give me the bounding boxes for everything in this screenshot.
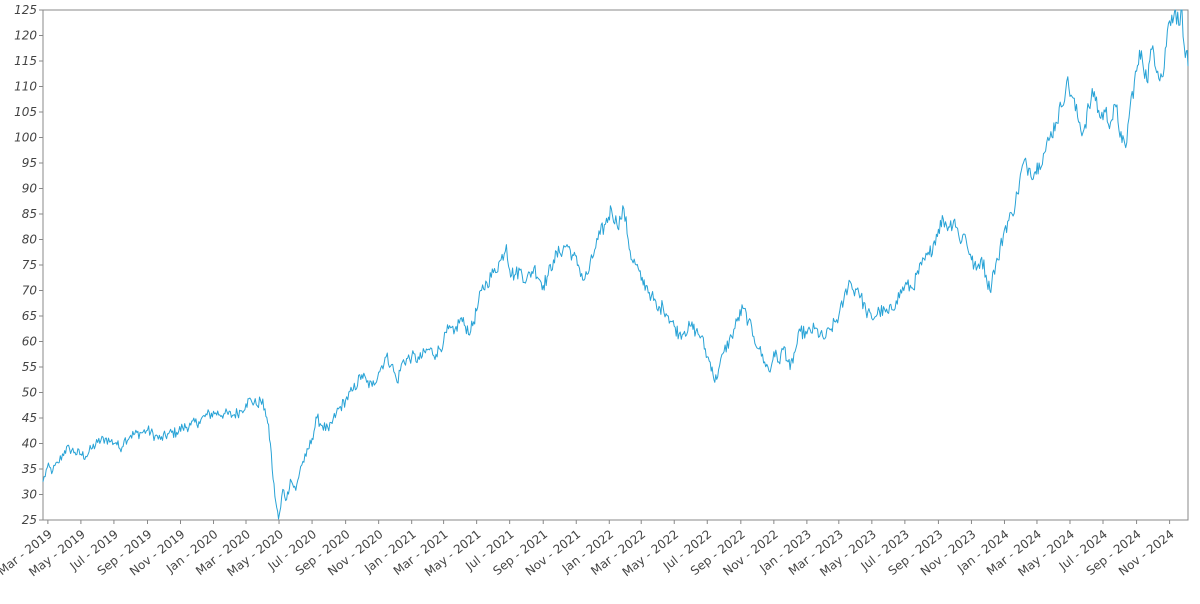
y-tick-label: 65 — [22, 309, 37, 323]
y-tick-label: 35 — [22, 462, 37, 476]
y-tick-label: 50 — [22, 386, 38, 400]
y-axis: 25 30 35 40 45 50 55 60 65 70 75 80 85 90 95 100 105 110 1… — [14, 3, 43, 527]
y-tick-label: 120 — [14, 29, 37, 43]
y-tick-label: 105 — [14, 105, 37, 119]
y-tick-label: 30 — [22, 488, 38, 502]
y-tick-label: 110 — [14, 80, 37, 94]
y-tick-label: 85 — [22, 207, 37, 221]
plot-area-frame — [42, 9, 1189, 521]
y-tick-label: 100 — [14, 131, 37, 145]
y-tick-label: 70 — [22, 284, 38, 298]
y-tick-label: 55 — [22, 360, 37, 374]
y-tick-label: 25 — [22, 513, 37, 527]
y-tick-label: 115 — [14, 54, 37, 68]
y-tick-label: 40 — [22, 437, 38, 451]
y-tick-label: 75 — [22, 258, 37, 272]
y-tick-label: 90 — [22, 182, 38, 196]
y-tick-label: 95 — [22, 156, 37, 170]
y-tick-label: 125 — [14, 3, 37, 17]
y-tick-label: 45 — [22, 411, 37, 425]
y-tick-label: 60 — [22, 335, 38, 349]
series-line — [42, 9, 1189, 520]
y-tick-label: 80 — [22, 233, 38, 247]
